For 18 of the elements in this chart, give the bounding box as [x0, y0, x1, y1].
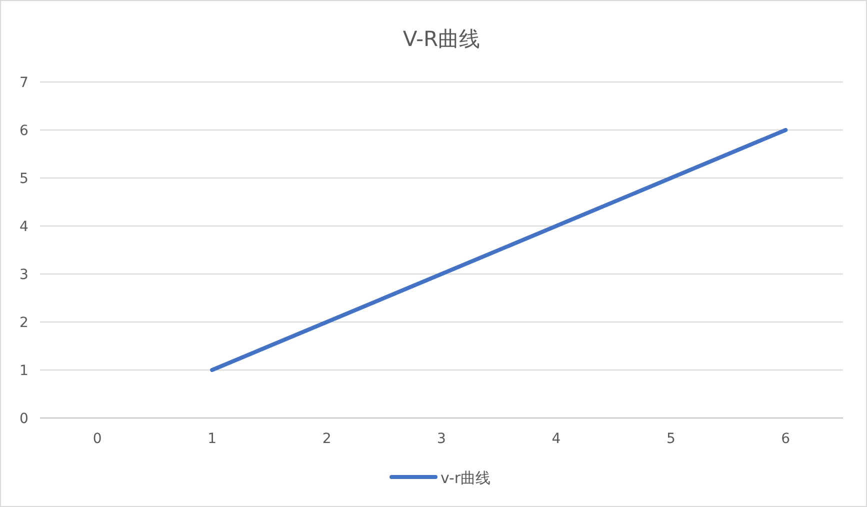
x-tick-label: 2: [322, 431, 332, 447]
y-tick-label: 4: [20, 219, 29, 235]
x-tick-label: 6: [781, 431, 790, 447]
y-tick-label: 6: [20, 123, 29, 139]
x-tick-label: 1: [208, 431, 217, 447]
x-tick-label: 5: [666, 431, 676, 447]
x-tick-label: 4: [552, 431, 561, 447]
chart-title: V-R曲线: [402, 27, 480, 51]
y-tick-label: 3: [20, 267, 28, 283]
y-tick-label: 0: [20, 411, 28, 427]
y-tick-label: 2: [20, 315, 28, 331]
y-tick-label: 5: [20, 171, 28, 187]
legend-label: v-r曲线: [440, 469, 491, 487]
y-tick-label: 1: [20, 363, 28, 379]
y-tick-label: 7: [20, 75, 28, 91]
x-tick-label: 3: [437, 431, 446, 447]
line-series: [210, 128, 788, 372]
x-tick-label: 0: [92, 431, 102, 447]
